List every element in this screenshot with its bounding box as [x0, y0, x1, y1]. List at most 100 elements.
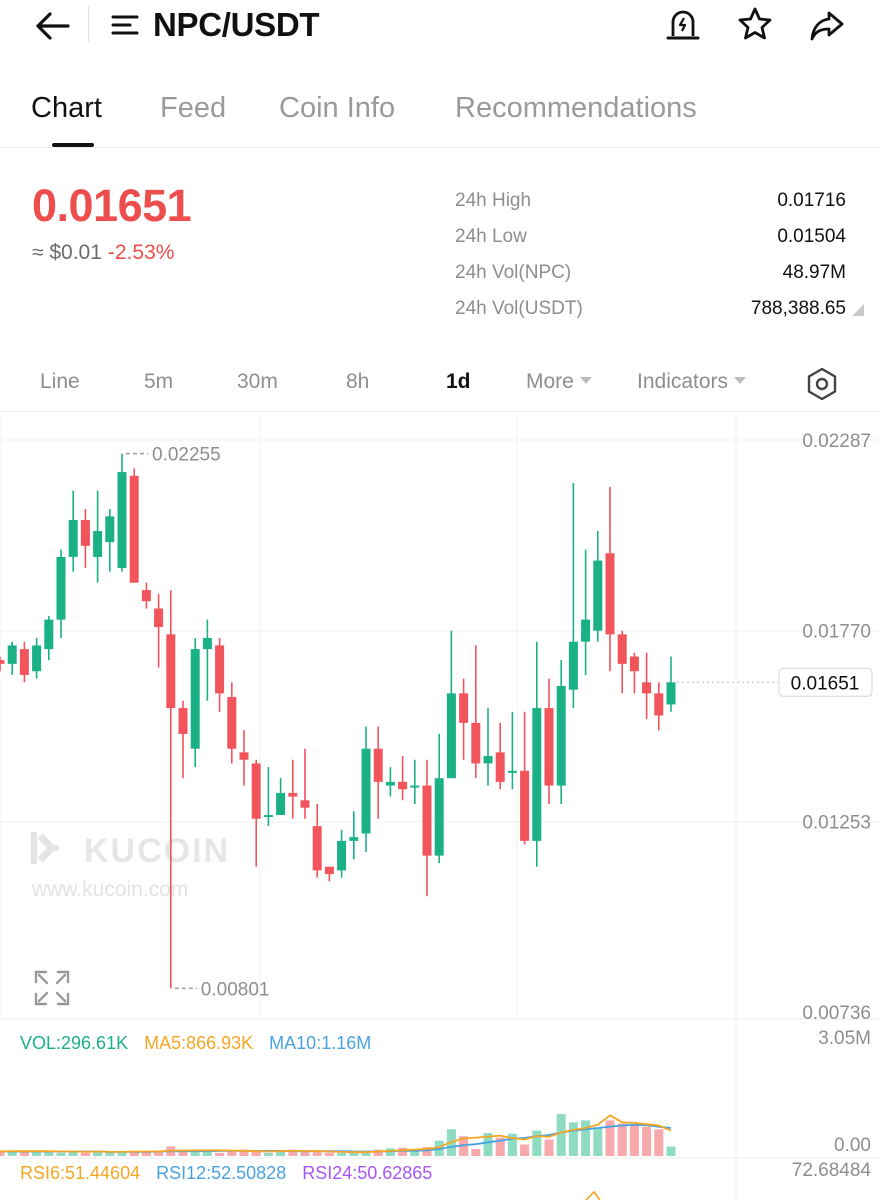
candle-body [166, 634, 176, 709]
candle-body [312, 826, 322, 871]
volume-bar [19, 1152, 29, 1156]
candle-body [276, 792, 286, 816]
candle-body [361, 748, 371, 834]
candle-body [56, 556, 66, 620]
candle-body [605, 553, 615, 635]
rsi-legend: RSI6:51.44604 RSI12:52.50828 RSI24:50.6286… [20, 1163, 448, 1184]
candle-body [0, 660, 5, 664]
volume-bar [300, 1151, 310, 1156]
last-price: 0.01651 [32, 180, 192, 231]
candle-body [459, 693, 469, 723]
candle-body [239, 752, 249, 760]
price-axis-tick-label: 0.02287 [802, 431, 871, 452]
settings-icon[interactable] [802, 364, 842, 404]
pair-title[interactable]: NPC/USDT [153, 6, 320, 43]
candle-body [19, 649, 29, 675]
volume-bar [568, 1122, 578, 1156]
candle-body [288, 792, 298, 797]
candle-body [544, 708, 554, 786]
volume-bar [532, 1130, 542, 1156]
tab-feed[interactable]: Feed [160, 92, 227, 124]
menu-icon[interactable] [110, 12, 140, 38]
candle-body [471, 722, 481, 764]
candle-body [154, 608, 164, 627]
candle-body [251, 763, 261, 819]
volume-bar [276, 1151, 286, 1156]
volume-bar [227, 1151, 237, 1156]
volume-ma5-line [0, 1114, 672, 1154]
volume-bar [666, 1146, 676, 1156]
volume-bar [324, 1152, 334, 1156]
candle-body [7, 645, 17, 664]
volume-bar [105, 1152, 115, 1156]
interval-line[interactable]: Line [40, 370, 80, 393]
tab-recommendations[interactable]: Recommendations [455, 92, 697, 124]
volume-bar [251, 1150, 261, 1156]
volume-bar [629, 1124, 639, 1156]
volume-bar [154, 1152, 164, 1156]
indicators-label: Indicators [637, 370, 729, 393]
expand-corner-icon[interactable] [852, 304, 864, 316]
price-alert-icon[interactable] [663, 4, 703, 46]
candle-body [666, 682, 676, 705]
volume-bar [410, 1150, 420, 1156]
price-axis-tick-label: 0.01253 [802, 812, 871, 833]
volume-bar [56, 1152, 66, 1156]
stat-24h-low-label: 24h Low [455, 226, 527, 247]
volume-bar [581, 1120, 591, 1156]
candle-body [532, 708, 542, 841]
indicators-dropdown[interactable]: Indicators [637, 370, 747, 394]
candle-body [93, 531, 103, 557]
candle-body [398, 781, 408, 790]
last-price-box [778, 667, 873, 697]
share-icon[interactable] [807, 4, 847, 46]
rsi6-value: RSI6:51.44604 [20, 1163, 141, 1183]
rsi12-value: RSI12:52.50828 [156, 1163, 287, 1183]
candle-body [593, 560, 603, 631]
interval-1d[interactable]: 1d [446, 370, 471, 393]
volume-bar [202, 1150, 212, 1156]
caret-down-icon [734, 376, 747, 384]
interval-8h[interactable]: 8h [346, 370, 370, 393]
usd-approx: ≈ $0.01 [32, 241, 102, 264]
candle-body [410, 785, 420, 788]
stat-24h-vol-usdt-label: 24h Vol(USDT) [455, 298, 583, 319]
volume-bar [654, 1129, 664, 1156]
stat-24h-low-value: 0.01504 [777, 226, 846, 247]
candle-body [300, 800, 310, 808]
tab-chart[interactable]: Chart [31, 92, 102, 124]
price-axis: 0.02287 0.01770 0.01253 0.00736 [802, 431, 871, 1024]
fullscreen-icon[interactable] [34, 970, 70, 1006]
vol-ma5: MA5:866.93K [144, 1033, 254, 1053]
volume-bar [349, 1152, 359, 1156]
volume-bar [385, 1148, 395, 1156]
volume-bar [617, 1123, 627, 1156]
interval-5m[interactable]: 5m [144, 370, 174, 393]
rsi-panel: 72.68484 [585, 1160, 871, 1200]
volume-bar [361, 1150, 371, 1156]
candle-body [385, 781, 395, 786]
volume-panel: 3.05M 0.00 [0, 1028, 871, 1156]
candle-body [349, 837, 359, 841]
candle-body [520, 770, 530, 841]
candle-body [178, 708, 188, 734]
volume-bar [129, 1150, 139, 1156]
volume-bar [190, 1150, 200, 1156]
more-dropdown[interactable]: More [526, 370, 592, 394]
tab-coin-info[interactable]: Coin Info [279, 92, 396, 124]
watermark-url: www.kucoin.com [31, 878, 188, 901]
candle-body [227, 697, 237, 749]
candle-body [581, 619, 591, 642]
back-arrow-icon[interactable] [28, 6, 76, 46]
volume-bar [483, 1133, 493, 1156]
volume-bar [312, 1152, 322, 1156]
candle-body [141, 590, 151, 602]
star-icon[interactable] [735, 4, 775, 46]
volume-bar [44, 1150, 54, 1156]
tab-bar: Chart Feed Coin Info Recommendations [0, 80, 879, 148]
candlestick-chart[interactable]: KUCOIN www.kucoin.com 0.02287 0.01770 0.01… [0, 414, 879, 1200]
price-axis-tick-label: 0.00736 [802, 1003, 871, 1024]
candle-body [202, 638, 212, 650]
interval-30m[interactable]: 30m [237, 370, 278, 393]
header-divider [88, 6, 89, 42]
